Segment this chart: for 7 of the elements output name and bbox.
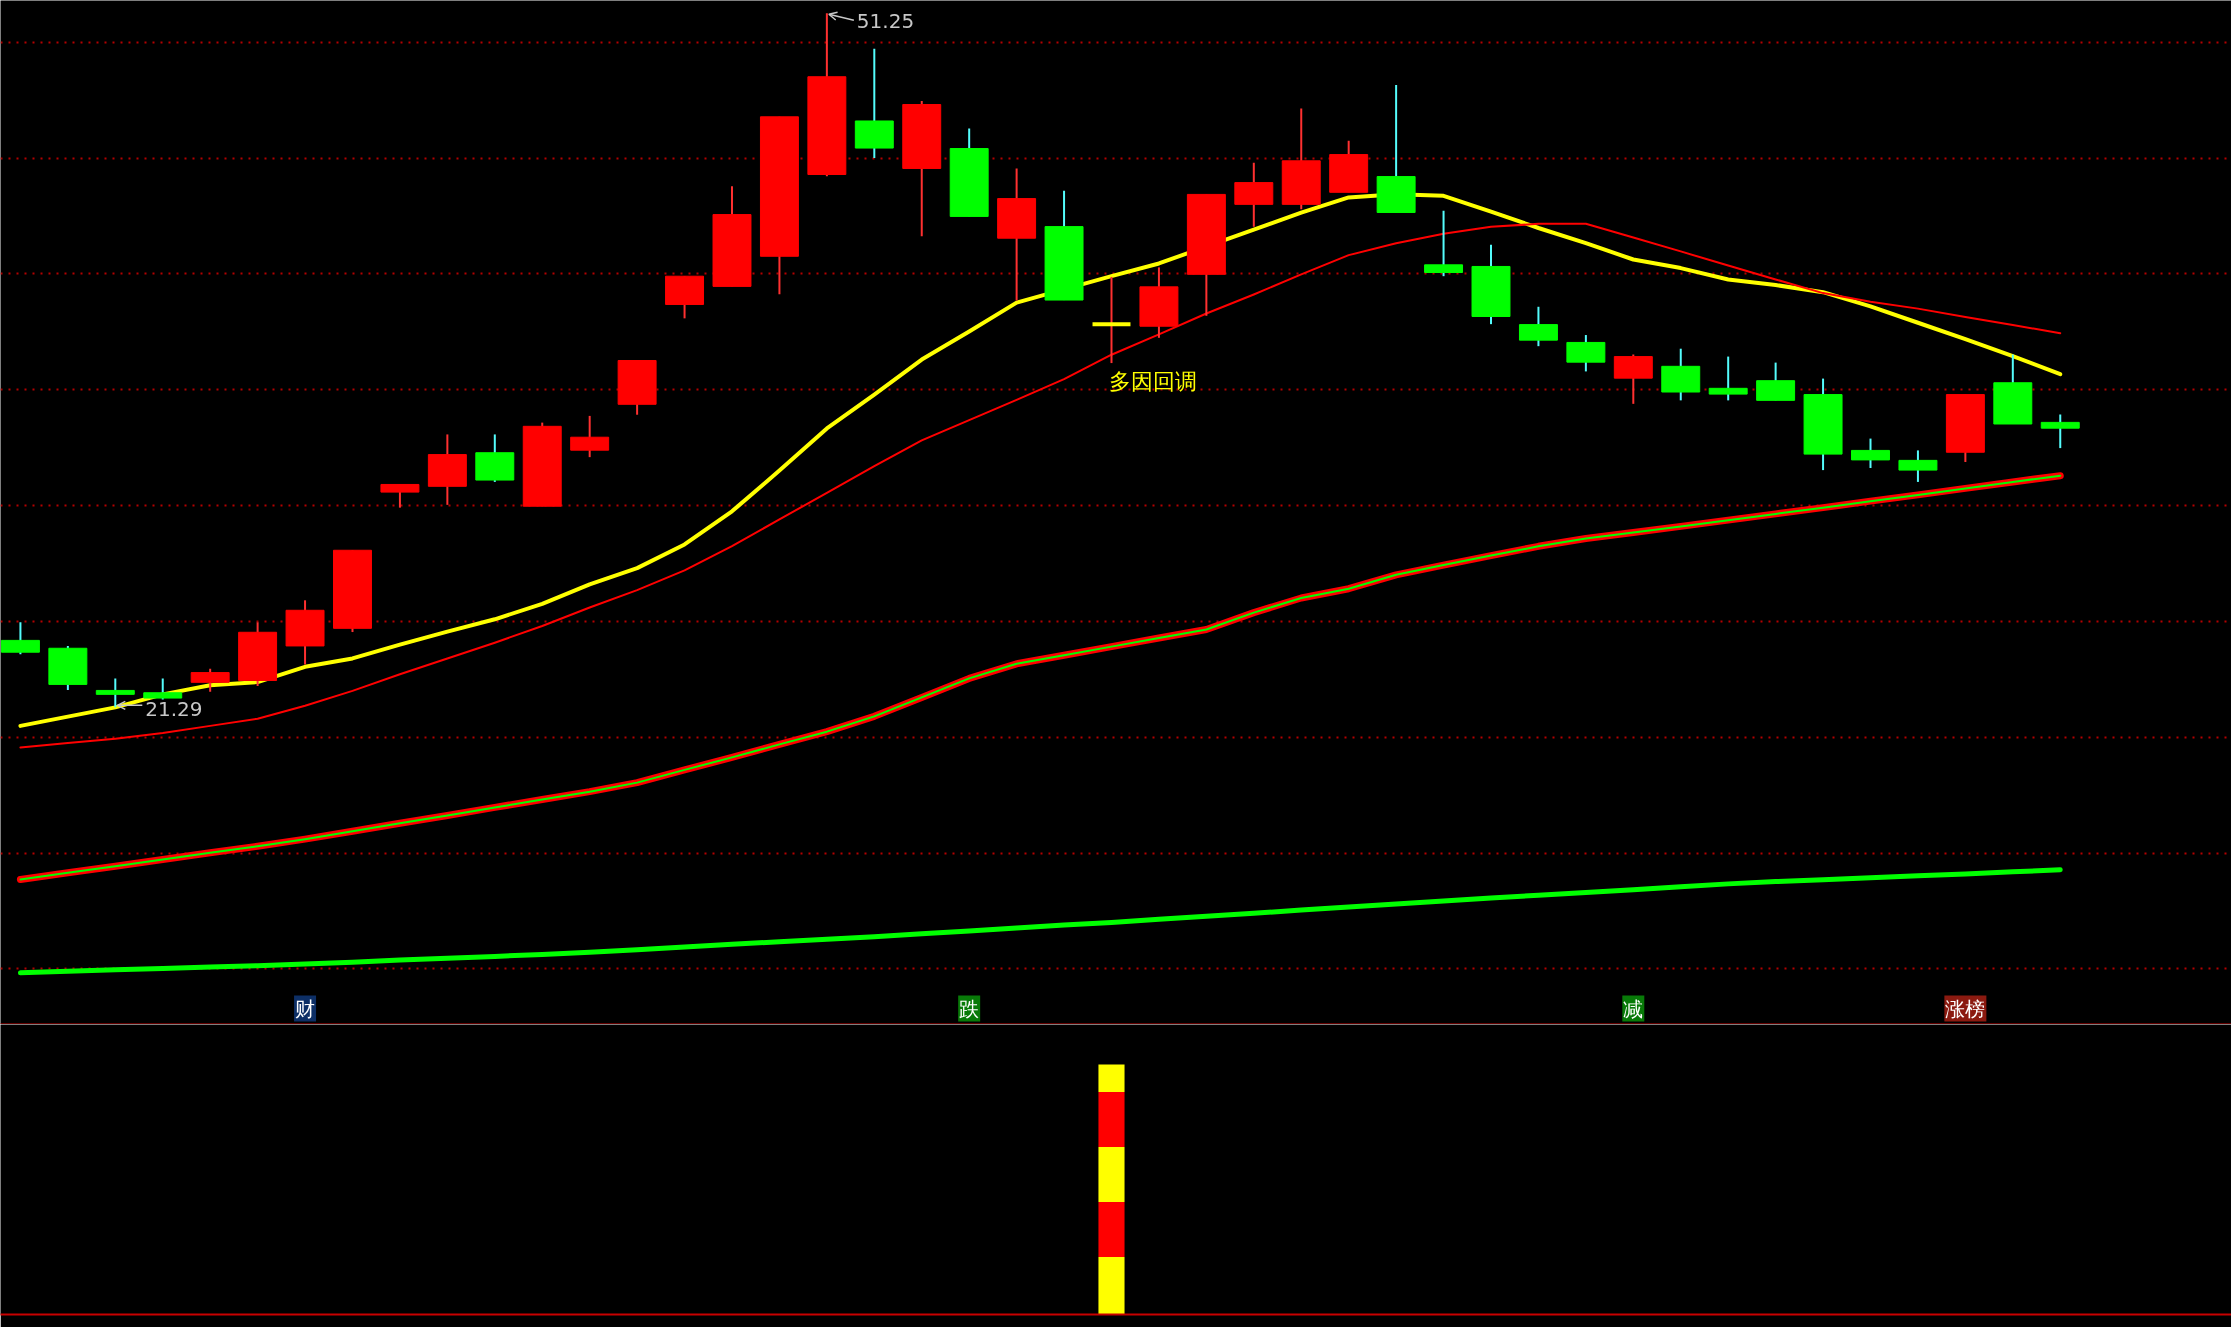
annotation: 21.29 (145, 697, 203, 722)
annotation: 减 (1623, 996, 1644, 1021)
annotation: 财 (295, 996, 316, 1021)
annotation: 涨榜 (1945, 996, 1986, 1021)
annotation: 51.25 (856, 9, 915, 34)
annotation: 跌 (959, 996, 980, 1021)
annotation: 多因回调 (1109, 369, 1198, 395)
